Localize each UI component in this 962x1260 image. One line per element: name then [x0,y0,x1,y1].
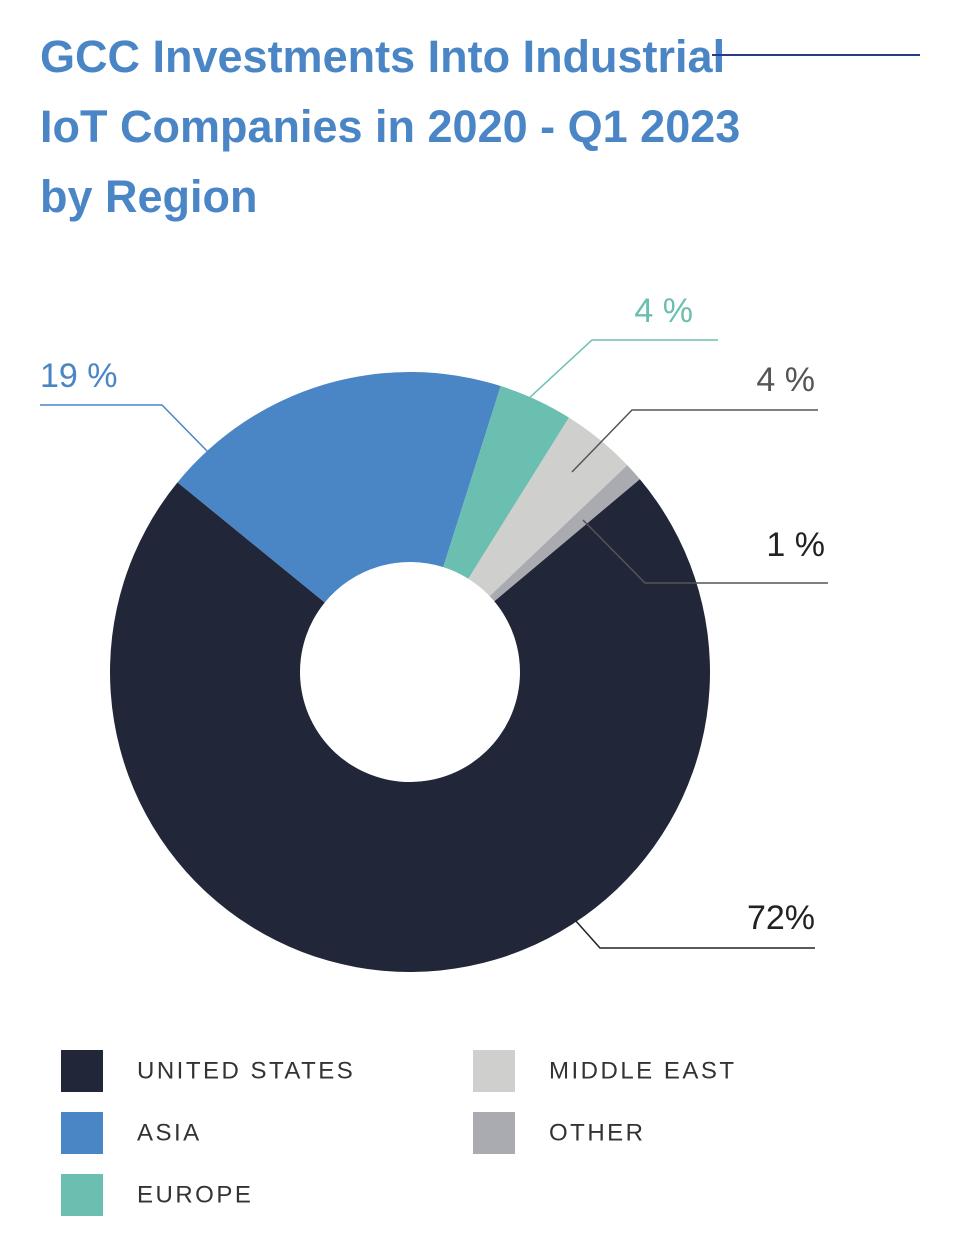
data-label: 19 % [40,357,118,395]
leader-line [40,404,209,453]
legend-swatch [61,1050,103,1092]
legend-swatch [61,1174,103,1216]
data-label: 4 % [634,292,693,330]
chart-title: GCC Investments Into Industrial IoT Comp… [40,31,741,222]
leader-line [582,519,828,584]
data-label: 1 % [766,526,825,564]
legend-swatch [473,1050,515,1092]
leader-line [571,409,818,473]
donut-slice [489,465,640,602]
legend-label: UNITED STATES [137,1057,355,1084]
donut-slice [468,417,628,597]
legend-swatch [473,1112,515,1154]
donut-slice [177,372,501,603]
data-label: 72% [747,899,815,937]
data-label: 4 % [756,361,815,399]
legend-label: MIDDLE EAST [549,1057,737,1084]
legend-swatch [61,1112,103,1154]
leader-line [526,339,718,401]
leader-line [574,919,815,949]
donut-slice [443,386,569,579]
legend-label: OTHER [549,1119,646,1146]
legend-label: EUROPE [137,1181,253,1208]
donut-slice [110,479,711,972]
legend-label: ASIA [137,1119,202,1146]
